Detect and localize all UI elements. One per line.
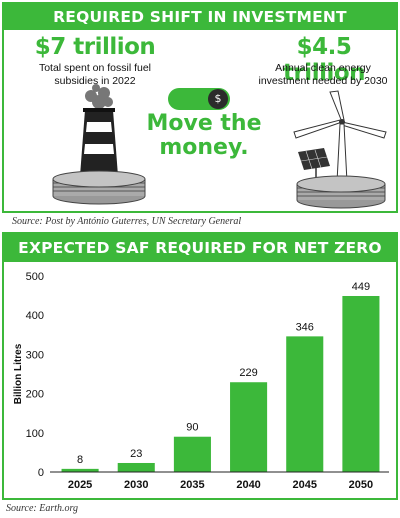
saf-bar-chart: Billion Litres 0 100 200 300 400 500 8 2025 23 203… (13, 271, 389, 491)
investment-panel: REQUIRED SHIFT IN INVESTMENT $7 trillion… (2, 2, 398, 213)
clean-energy-caption: Annual clean energy investment needed by… (248, 62, 398, 88)
clean-energy-amount: $4.5 trillion (282, 34, 366, 86)
saf-header: EXPECTED SAF REQUIRED FOR NET ZERO 2050 (4, 234, 396, 285)
data-label-2035: 90 (186, 422, 198, 434)
smokestack-icon (52, 84, 146, 205)
wind-turbine-icon (293, 90, 387, 209)
investment-source: Source: Post by António Guterres, UN Sec… (12, 216, 242, 227)
y-tick-label: 300 (26, 349, 44, 361)
bar-2030 (117, 462, 155, 472)
dollar-knob: $ (208, 89, 228, 109)
x-tick-label-2040: 2040 (236, 479, 260, 491)
bar-2050 (342, 295, 380, 472)
bar-2045 (286, 336, 324, 472)
x-tick-label-2035: 2035 (180, 479, 204, 491)
y-axis-label: Billion Litres (13, 343, 24, 404)
fossil-subsidy-amount: $7 trillion (34, 34, 156, 60)
data-label-2025: 8 (77, 454, 83, 466)
saf-source: Source: Earth.org (6, 503, 79, 514)
fossil-subsidy-caption: Total spent on fossil fuel subsidies in … (10, 62, 180, 88)
y-tick-label: 0 (38, 467, 44, 479)
x-tick-label-2050: 2050 (349, 479, 373, 491)
data-label-2045: 346 (296, 321, 314, 333)
y-tick-label: 400 (26, 310, 44, 322)
fossil-caption-line2: subsidies in 2022 (54, 75, 136, 87)
investment-header: REQUIRED SHIFT IN INVESTMENT (4, 4, 396, 30)
x-tick-label-2030: 2030 (124, 479, 148, 491)
bar-2040 (230, 382, 268, 472)
y-tick-label: 500 (26, 271, 44, 283)
dollar-toggle-icon: $ (168, 88, 230, 110)
fossil-caption-line1: Total spent on fossil fuel (38, 62, 152, 74)
y-tick-label: 200 (26, 389, 44, 401)
data-label-2050: 449 (352, 281, 370, 293)
bar-2025 (61, 468, 99, 472)
data-label-2030: 23 (130, 448, 142, 460)
move-the-money-slogan: Move the money. (144, 112, 264, 160)
saf-panel: EXPECTED SAF REQUIRED FOR NET ZERO 2050 … (2, 232, 398, 500)
data-label-2040: 229 (239, 367, 257, 379)
bar-2035 (173, 436, 211, 472)
solar-panel-icon (298, 148, 330, 182)
y-tick-label: 100 (26, 428, 44, 440)
x-tick-label-2045: 2045 (293, 479, 317, 491)
slogan-line1: Move the (146, 111, 262, 136)
x-tick-label-2025: 2025 (68, 479, 92, 491)
slogan-line2: money. (159, 135, 249, 160)
clean-caption-line2: investment needed by 2030 (258, 75, 388, 87)
clean-caption-line1: Annual clean energy (275, 62, 371, 74)
